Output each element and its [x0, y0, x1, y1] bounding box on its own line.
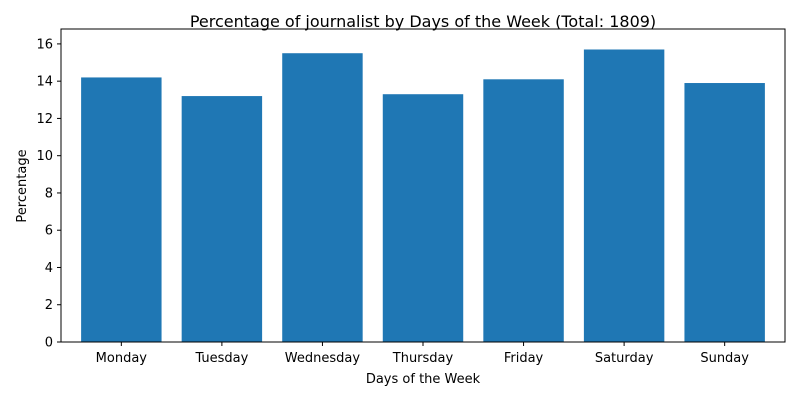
x-tick-label: Tuesday: [194, 351, 248, 366]
y-axis: 0 2 4 6 8 10 12 14 16: [36, 37, 61, 351]
bar-sunday: [684, 83, 765, 343]
bar-friday: [483, 79, 564, 342]
x-tick-label: Monday: [96, 351, 148, 366]
x-tick-label: Wednesday: [285, 351, 361, 366]
y-axis-label: Percentage: [15, 149, 30, 222]
x-tick-label: Friday: [504, 351, 544, 366]
bar-wednesday: [282, 53, 363, 342]
y-tick-label: 14: [36, 75, 53, 90]
y-tick-label: 4: [45, 261, 53, 276]
y-tick-label: 16: [36, 37, 53, 52]
x-axis-label: Days of the Week: [366, 372, 481, 387]
y-tick-label: 12: [36, 112, 53, 127]
x-tick-label: Sunday: [700, 351, 749, 366]
bar-tuesday: [181, 96, 263, 342]
y-tick-label: 0: [45, 336, 53, 351]
bar-thursday: [382, 94, 464, 342]
y-tick-label: 6: [45, 224, 53, 239]
x-tick-label: Thursday: [392, 351, 454, 366]
y-tick-label: 10: [36, 149, 53, 164]
x-tick-label: Saturday: [595, 351, 654, 366]
bars-layer: [81, 49, 765, 343]
y-tick-label: 2: [45, 298, 53, 313]
chart-title: Percentage of journalist by Days of the …: [190, 12, 656, 31]
bar-saturday: [583, 49, 665, 342]
x-axis: Monday Tuesday Wednesday Thursday Friday Satu…: [96, 342, 749, 366]
bar-monday: [81, 77, 162, 342]
plot-frame: [60, 28, 786, 343]
y-tick-label: 8: [45, 186, 53, 201]
